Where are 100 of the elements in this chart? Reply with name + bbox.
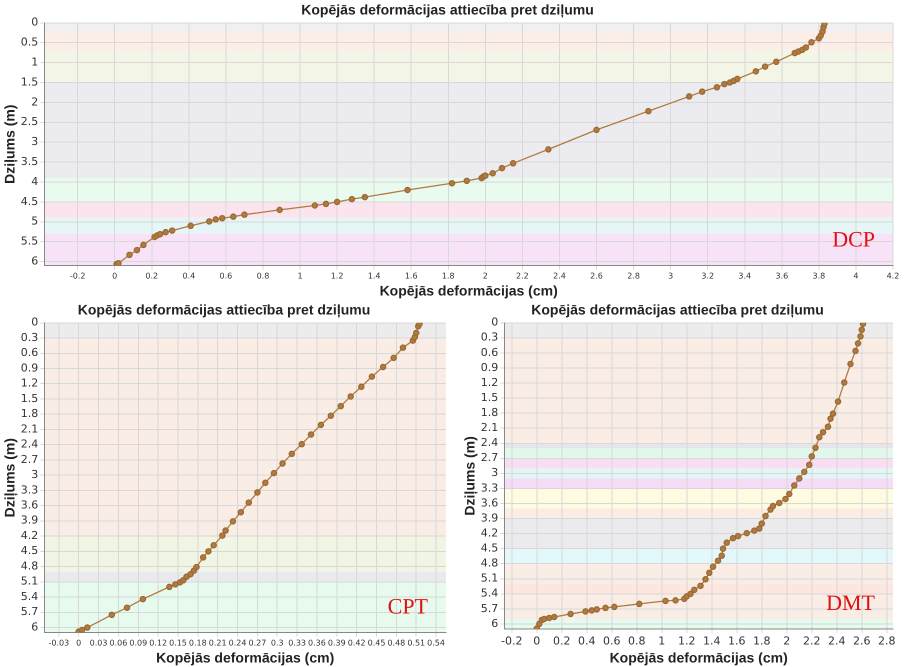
x-tick-label: 1.2 <box>678 634 696 648</box>
y-tick-label: 0.9 <box>20 361 38 374</box>
x-tick-label: 0.6 <box>603 634 621 648</box>
y-tick-label: 5.5 <box>20 234 38 248</box>
y-tick-label: 2.7 <box>480 451 498 464</box>
y-tick-label: 0 <box>491 316 498 329</box>
chart-title: Kopējās deformācijas attiecība pret dziļumu <box>78 301 370 318</box>
y-tick-label: 1.5 <box>20 392 38 405</box>
y-tick-label: 2.1 <box>480 421 498 434</box>
x-tick-label: 0.6 <box>220 271 232 280</box>
y-tick-label: 5.4 <box>20 590 38 603</box>
x-tick-label: 3.2 <box>701 271 714 280</box>
y-tick-label: 0 <box>31 316 38 329</box>
y-tick-label: 0.5 <box>20 36 38 49</box>
x-tick-label: 0.45 <box>368 638 386 648</box>
x-tick-label: 1.6 <box>728 634 746 648</box>
x-tick-label: 0.03 <box>90 638 108 648</box>
x-tick-label: 0.06 <box>110 638 128 648</box>
y-tick-label: 4.8 <box>480 556 498 570</box>
x-tick-label: 0.21 <box>208 638 227 648</box>
x-axis-title: Kopējās deformācijas (cm) <box>380 282 558 298</box>
y-tick-label: 5.1 <box>480 572 498 585</box>
x-tick-label: 0.18 <box>188 638 207 648</box>
x-tick-label: 2.2 <box>803 634 821 648</box>
chart-title: Kopējās deformācijas attiecība pret dziļumu <box>531 301 824 318</box>
y-tick-label: 4 <box>31 174 38 188</box>
y-tick-label: 1.2 <box>480 376 498 389</box>
x-tick-label: 2.6 <box>590 271 603 280</box>
x-tick-label: 1 <box>658 634 666 648</box>
y-tick-label: 3 <box>491 466 498 480</box>
x-tick-label: 0.8 <box>628 634 646 648</box>
x-tick-label: -0.03 <box>48 638 70 648</box>
y-tick-label: 4.5 <box>20 544 38 558</box>
y-tick-label: 5 <box>31 214 38 228</box>
x-tick-label: 0 <box>112 271 118 280</box>
y-tick-label: 2 <box>31 95 38 108</box>
y-tick-label: 0.6 <box>20 346 38 360</box>
y-tick-label: 1.8 <box>20 407 38 420</box>
y-tick-label: 2.1 <box>20 422 38 436</box>
x-tick-label: 1.2 <box>330 271 344 280</box>
x-tick-label: 0.33 <box>288 638 306 648</box>
chart-title: Kopējās deformācijas attiecība pret dziļumu <box>301 1 594 18</box>
x-tick-label: 0 <box>76 638 82 648</box>
x-tick-label: 0 <box>533 634 540 648</box>
x-tick-label: 1.4 <box>703 634 721 648</box>
x-tick-label: 0.54 <box>427 638 445 648</box>
y-tick-label: 3.9 <box>20 514 38 527</box>
y-tick-label: 1.2 <box>20 376 38 390</box>
x-tick-label: 1.4 <box>368 271 381 280</box>
y-tick-label: 4.8 <box>20 559 38 572</box>
x-tick-label: 2.8 <box>627 271 640 280</box>
x-tick-label: 0.09 <box>129 638 148 648</box>
y-tick-label: 3.6 <box>480 496 498 510</box>
y-tick-label: 0.9 <box>480 360 498 374</box>
x-tick-label: 3.4 <box>738 271 752 280</box>
y-axis-title: Dziļums (m) <box>461 436 478 516</box>
x-tick-label: 2 <box>783 634 790 648</box>
y-tick-label: 1.5 <box>480 390 498 404</box>
x-tick-label: 3 <box>668 271 674 280</box>
y-tick-label: 4.2 <box>480 526 498 540</box>
x-tick-label: 2.8 <box>878 634 896 648</box>
x-axis-title: Kopējās deformācijas (cm) <box>156 649 334 666</box>
y-tick-label: 6 <box>491 616 498 630</box>
y-tick-label: 1.8 <box>480 406 498 420</box>
y-tick-label: 0 <box>31 16 38 29</box>
x-tick-label: 0.27 <box>248 638 266 648</box>
y-tick-label: 6 <box>31 620 38 634</box>
x-tick-label: 4.2 <box>886 271 900 280</box>
y-tick-label: 1.5 <box>20 75 38 88</box>
y-tick-label: 5.4 <box>480 586 498 600</box>
x-tick-label: 3.8 <box>812 271 826 280</box>
x-tick-label: 4 <box>853 271 858 280</box>
y-tick-label: 0.3 <box>480 330 498 344</box>
x-tick-label: 0.42 <box>348 638 366 648</box>
x-tick-label: 0.48 <box>387 638 406 648</box>
x-tick-label: 2.4 <box>828 634 846 648</box>
y-tick-label: 4.5 <box>20 194 38 208</box>
x-tick-label: 3.6 <box>775 271 788 280</box>
x-tick-label: 0.12 <box>149 638 168 648</box>
x-tick-label: 2.4 <box>553 271 566 280</box>
x-axis-title: Kopējās deformācijas (cm) <box>610 649 788 666</box>
x-tick-label: 0.15 <box>169 638 187 648</box>
y-axis-title: Dziļums (m) <box>1 438 18 518</box>
y-tick-label: 3.3 <box>480 481 498 494</box>
annotation: CPT <box>388 593 429 618</box>
x-tick-label: 0.3 <box>270 638 284 648</box>
y-tick-label: 2.4 <box>480 436 498 450</box>
y-tick-label: 3 <box>31 135 38 148</box>
y-tick-label: 5.7 <box>480 602 498 615</box>
x-tick-label: 2.6 <box>853 634 871 648</box>
x-tick-label: 1.8 <box>753 634 771 648</box>
x-tick-label: 0.24 <box>228 638 246 648</box>
y-tick-label: 6 <box>31 254 38 268</box>
y-tick-label: 3.6 <box>20 498 38 512</box>
y-tick-label: 3 <box>31 468 38 482</box>
y-tick-label: 2.5 <box>20 115 38 128</box>
x-tick-label: 1.8 <box>442 271 455 280</box>
x-tick-label: 1.6 <box>404 271 418 280</box>
y-tick-label: 1 <box>31 55 38 68</box>
x-tick-label: -0.2 <box>70 271 86 280</box>
